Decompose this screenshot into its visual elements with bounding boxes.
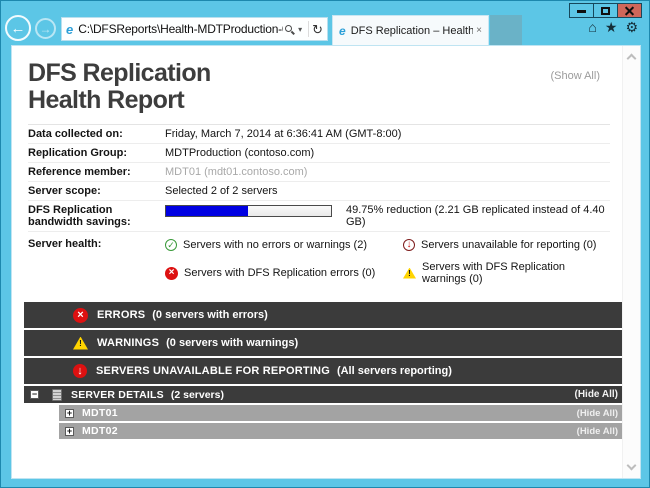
field-value: MDTProduction (contoso.com) xyxy=(165,147,315,159)
tab-close-icon[interactable]: × xyxy=(476,25,482,36)
field-value: Selected 2 of 2 servers xyxy=(165,185,278,197)
field-row-bandwidth-savings: DFS Replication bandwidth savings: 49.75… xyxy=(28,201,610,232)
health-item-unavailable: ↓ Servers unavailable for reporting (0) xyxy=(403,239,610,251)
field-row-reference-member: Reference member: MDT01 (mdt01.contoso.c… xyxy=(28,163,610,182)
field-label: Server scope: xyxy=(28,185,101,197)
maximize-button[interactable] xyxy=(593,3,618,18)
tab-title: DFS Replication – Health Re... xyxy=(350,24,474,37)
section-bar-errors[interactable]: × ERRORS (0 servers with errors) xyxy=(24,302,622,328)
field-value: MDT01 (mdt01.contoso.com) xyxy=(165,166,308,178)
server-icon xyxy=(52,388,62,401)
refresh-icon[interactable]: ↻ xyxy=(312,21,323,37)
scroll-down-icon[interactable] xyxy=(626,460,637,471)
section-bar-unavailable[interactable]: ↓ SERVERS UNAVAILABLE FOR REPORTING (All… xyxy=(24,358,622,384)
server-name: MDT01 xyxy=(82,407,118,419)
health-item-warnings: ! Servers with DFS Replication warnings … xyxy=(403,261,610,285)
address-bar-divider xyxy=(308,21,310,37)
server-row-mdt02[interactable]: + MDT02 (Hide All) xyxy=(59,423,622,439)
hide-all-link[interactable]: (Hide All) xyxy=(574,389,618,400)
error-x-icon: × xyxy=(165,266,178,280)
minimize-button[interactable] xyxy=(569,3,594,18)
field-value: Friday, March 7, 2014 at 6:36:41 AM (GMT… xyxy=(165,128,402,140)
page-content: DFS Replication Health Report (Show All)… xyxy=(11,45,641,479)
bandwidth-progress-bar xyxy=(165,205,332,217)
show-all-link[interactable]: (Show All) xyxy=(550,70,600,82)
health-item-ok: ✓ Servers with no errors or warnings (2) xyxy=(165,239,403,251)
section-bar-warnings[interactable]: ! WARNINGS (0 servers with warnings) xyxy=(24,330,622,356)
close-button[interactable] xyxy=(617,3,642,18)
maximize-icon xyxy=(601,7,610,15)
field-row-replication-group: Replication Group: MDTProduction (contos… xyxy=(28,144,610,163)
unavailable-down-arrow-icon: ↓ xyxy=(73,364,87,378)
page-ie-icon: e xyxy=(66,21,74,37)
forward-icon: → xyxy=(39,21,52,36)
home-icon[interactable]: ⌂ xyxy=(588,19,597,35)
field-row-data-collected: Data collected on: Friday, March 7, 2014… xyxy=(28,125,610,144)
field-row-server-health: Server health: ✓ Servers with no errors … xyxy=(28,232,610,289)
field-label: Server health: xyxy=(28,238,102,250)
expand-plus-icon[interactable]: + xyxy=(65,407,74,418)
ok-check-icon: ✓ xyxy=(165,239,177,251)
report-summary-table: Data collected on: Friday, March 7, 2014… xyxy=(28,124,610,289)
address-bar[interactable]: e C:\DFSReports\Health-MDTProduction-07M… xyxy=(61,17,328,41)
vertical-scrollbar[interactable] xyxy=(622,46,640,478)
server-name: MDT02 xyxy=(82,425,118,437)
tab-favicon-ie-icon: e xyxy=(339,23,346,38)
bandwidth-text: 49.75% reduction (2.21 GB replicated ins… xyxy=(346,204,605,228)
field-row-server-scope: Server scope: Selected 2 of 2 servers xyxy=(28,182,610,201)
unavailable-down-arrow-icon: ↓ xyxy=(403,239,415,251)
back-icon: ← xyxy=(10,19,26,37)
back-button[interactable]: ← xyxy=(5,15,31,41)
bandwidth-progress-fill xyxy=(166,206,249,216)
server-row-mdt01[interactable]: + MDT01 (Hide All) xyxy=(59,405,622,421)
settings-gear-icon[interactable]: ⚙ xyxy=(625,19,638,35)
section-bar-server-details[interactable]: − SERVER DETAILS (2 servers) (Hide All) xyxy=(24,386,622,403)
field-label: Reference member: xyxy=(28,166,131,178)
browser-tab[interactable]: e DFS Replication – Health Re... × xyxy=(332,15,489,45)
window-controls xyxy=(569,3,642,18)
url-text[interactable]: C:\DFSReports\Health-MDTProduction-07Ma xyxy=(78,22,283,36)
error-x-icon: × xyxy=(73,307,88,323)
field-label: DFS Replication bandwidth savings: xyxy=(28,204,131,228)
health-item-errors: × Servers with DFS Replication errors (0… xyxy=(165,261,403,285)
warning-triangle-icon: ! xyxy=(73,336,88,350)
forward-button[interactable]: → xyxy=(35,18,56,39)
collapse-minus-icon[interactable]: − xyxy=(30,389,39,399)
field-label: Data collected on: xyxy=(28,128,123,140)
hide-all-link[interactable]: (Hide All) xyxy=(576,425,618,437)
scroll-up-icon[interactable] xyxy=(626,53,637,64)
expand-plus-icon[interactable]: + xyxy=(65,425,74,436)
address-dropdown-icon[interactable]: ▾ xyxy=(298,24,303,34)
warning-triangle-icon: ! xyxy=(403,267,416,279)
hide-all-link[interactable]: (Hide All) xyxy=(576,407,618,419)
page-title: DFS Replication Health Report xyxy=(28,59,211,114)
search-icon[interactable] xyxy=(285,24,293,32)
minimize-icon xyxy=(577,10,586,13)
new-tab-button[interactable] xyxy=(490,15,522,45)
favorites-star-icon[interactable]: ★ xyxy=(604,19,618,35)
field-label: Replication Group: xyxy=(28,147,127,159)
